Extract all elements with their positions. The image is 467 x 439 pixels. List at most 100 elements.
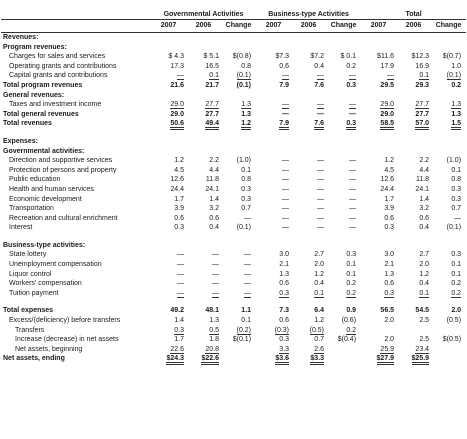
table-row: Governmental activities: <box>1 147 466 157</box>
cell: (0.5) <box>431 316 466 326</box>
cell-value: — <box>349 166 357 174</box>
cell-value: 2.7 <box>419 251 430 259</box>
cell: 21.6 <box>151 81 186 91</box>
cell-value: 49.2 <box>170 307 184 315</box>
table-row: Transportation 3.9 3.2 0.7 — — — 3.9 3.2 0.7 <box>1 204 466 214</box>
row-label: Workers' compensation <box>9 280 82 288</box>
cell: 3.2 <box>396 204 431 214</box>
cell: $12.3 <box>396 52 431 62</box>
cell: 0.1 <box>221 316 256 326</box>
cell-value: 0.1 <box>451 270 462 278</box>
cell <box>361 33 396 43</box>
cell: — <box>151 250 186 260</box>
cell: (0.5) <box>291 326 326 336</box>
blank <box>1 1 151 20</box>
cell-value: 0.2 <box>346 326 357 335</box>
cell-value: 29.5 <box>380 81 395 89</box>
cell: 2.2 <box>396 156 431 166</box>
table-row: Total expenses 49.2 48.1 1.1 7.3 6.4 0.9 56.5 54… <box>1 298 466 316</box>
cell <box>291 147 326 157</box>
cell: $22.6 <box>186 354 221 366</box>
cell: 16.5 <box>186 62 221 72</box>
table-row: Revenues: <box>1 33 466 43</box>
cell: (1.0) <box>221 156 256 166</box>
cell-value: 29.0 <box>380 101 395 110</box>
table-row: Recreation and cultural enrichment 0.6 0.6… <box>1 214 466 224</box>
cell: 22.6 <box>151 345 186 355</box>
cell-value: 0.1 <box>241 317 252 325</box>
table-row: Health and human services 24.4 24.1 0.3 — — — 2… <box>1 185 466 195</box>
cell: 2.7 <box>396 250 431 260</box>
cell <box>431 326 466 336</box>
table-row: General revenues: <box>1 91 466 101</box>
cell: 2.5 <box>396 335 431 345</box>
cell-value: $3.6 <box>275 355 290 366</box>
cell: $11.6 <box>361 52 396 62</box>
row-label: State lottery <box>9 251 47 259</box>
cell <box>186 147 221 157</box>
cell-value: $(0.8) <box>232 53 252 61</box>
cell: 11.8 <box>396 175 431 185</box>
cell: 0.2 <box>431 81 466 91</box>
cell <box>431 43 466 53</box>
cell-value: (0.1) <box>236 72 252 81</box>
row-label: Revenues: <box>3 34 39 41</box>
cell: 57.0 <box>396 119 431 131</box>
cell: 0.2 <box>326 279 361 289</box>
cell: (0.6) <box>326 316 361 326</box>
cell-value: 0.6 <box>279 317 290 325</box>
cell <box>221 129 256 147</box>
cell-value: 7.3 <box>279 307 290 315</box>
cell <box>256 43 291 53</box>
cell-value: — <box>177 72 184 81</box>
cell-value: 0.3 <box>279 289 290 298</box>
table-row: Capital grants and contributions — 0.1 (0.1… <box>1 71 466 81</box>
row-label: General revenues: <box>3 91 65 99</box>
cell: 0.2 <box>431 279 466 289</box>
cell: 27.7 <box>186 110 221 120</box>
cell: 0.2 <box>326 289 361 299</box>
cell: 1.3 <box>431 110 466 120</box>
cell: 2.0 <box>291 260 326 270</box>
cell-value: $(0.1) <box>232 336 252 344</box>
row-label: Total expenses <box>3 307 54 315</box>
cell: 1.3 <box>221 110 256 120</box>
cell-value: 0.1 <box>209 72 219 81</box>
cell-value: — <box>387 72 395 81</box>
cell: 0.4 <box>291 279 326 289</box>
cell-value: 3.0 <box>279 251 290 259</box>
column-header: 2007 <box>361 19 397 33</box>
cell: (0.1) <box>221 81 256 91</box>
cell-value: 58.5 <box>380 120 395 131</box>
cell-value: 2.6 <box>314 345 325 354</box>
cell <box>256 91 291 101</box>
cell <box>361 326 396 336</box>
cell <box>256 233 291 251</box>
cell: (1.0) <box>431 156 466 166</box>
cell <box>291 91 326 101</box>
cell: — <box>291 185 326 195</box>
cell-value: 0.2 <box>346 62 357 70</box>
column-header: Change <box>326 19 362 33</box>
cell-value: 27.7 <box>205 110 219 118</box>
cell: 0.3 <box>431 185 466 195</box>
row-label: Capital grants and contributions <box>9 72 108 80</box>
cell-value: 7.9 <box>279 120 290 131</box>
row-label: Governmental activities: <box>3 147 85 155</box>
cell-value: 0.4 <box>314 62 325 70</box>
cell-value: 17.3 <box>170 62 184 70</box>
cell-value: (0.1) <box>446 72 462 81</box>
row-label: Tuition payment <box>9 289 59 297</box>
cell <box>151 33 186 43</box>
cell-value: 1.3 <box>209 317 219 325</box>
cell <box>221 43 256 53</box>
cell-value: (0.1) <box>236 81 252 89</box>
cell-value: 2.2 <box>419 157 430 165</box>
cell-value: 1.5 <box>451 120 462 131</box>
cell-value: 1.8 <box>209 336 219 344</box>
cell <box>361 147 396 157</box>
cell: — <box>186 250 221 260</box>
cell <box>221 33 256 43</box>
cell-value: 6.4 <box>314 307 325 315</box>
cell-value: 1.3 <box>451 101 462 110</box>
